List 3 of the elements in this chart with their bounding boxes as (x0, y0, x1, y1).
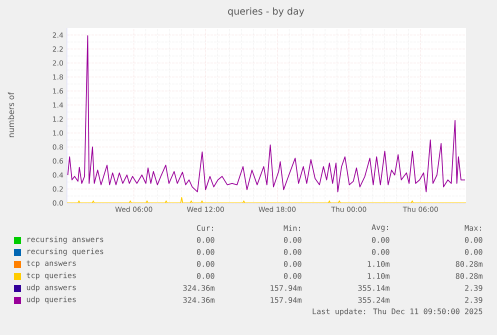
line-series (67, 35, 466, 192)
chart-title: queries - by day (228, 7, 304, 17)
y-axis-title: numbers of (8, 92, 14, 138)
